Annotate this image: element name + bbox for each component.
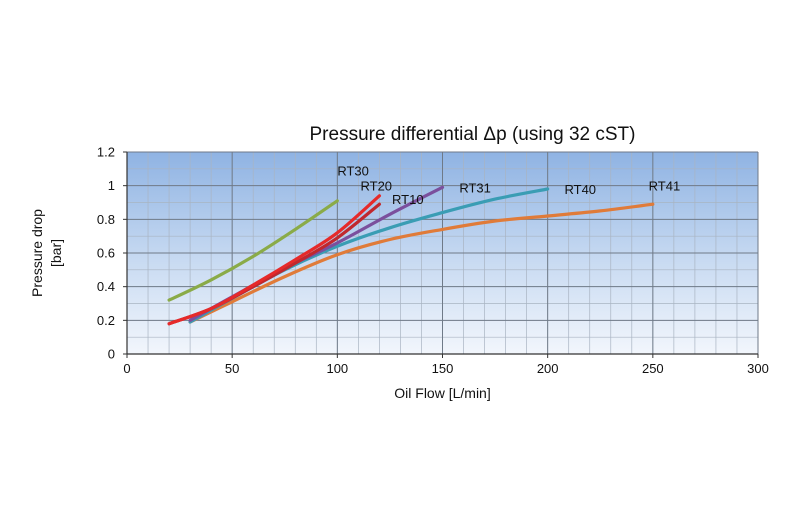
y-tick-label: 0.4 [97,279,115,294]
x-tick-label: 50 [225,361,239,376]
series-label-rt31: RT31 [459,180,491,195]
series-lines [167,185,655,326]
series-line-rt41 [188,202,655,324]
series-line-rt20 [167,194,381,326]
axes [123,151,759,358]
y-axis-label-line-2: [bar] [48,239,64,267]
y-axis-label-line-1: Pressure drop [29,209,45,297]
y-tick-label: 0.8 [97,212,115,227]
tick-labels: 0 50 100 150 200 250 300 0 0.2 0.4 0.6 0.8 1 1.2 [97,145,769,377]
y-tick-label: 0 [108,347,115,362]
series-label-rt10: RT10 [392,192,424,207]
y-tick-label: 0.6 [97,246,115,261]
x-tick-label: 250 [642,361,664,376]
series-label-rt40: RT40 [564,182,596,197]
x-tick-label: 200 [537,361,559,376]
x-tick-label: 300 [747,361,769,376]
chart-title: Pressure differential Δp (using 32 cST) [310,124,636,145]
x-tick-label: 0 [123,361,130,376]
y-tick-label: 0.2 [97,313,115,328]
x-axis-label: Oil Flow [L/min] [394,385,490,401]
x-tick-label: 150 [432,361,454,376]
y-tick-label: 1 [108,178,115,193]
series-label-rt30: RT30 [337,164,369,179]
x-tick-label: 100 [326,361,348,376]
y-tick-label: 1.2 [97,145,115,160]
series-line-rt30 [167,199,339,302]
series-label-rt41: RT41 [649,179,681,194]
major-gridlines [126,151,759,355]
series-label-rt20: RT20 [360,179,392,194]
